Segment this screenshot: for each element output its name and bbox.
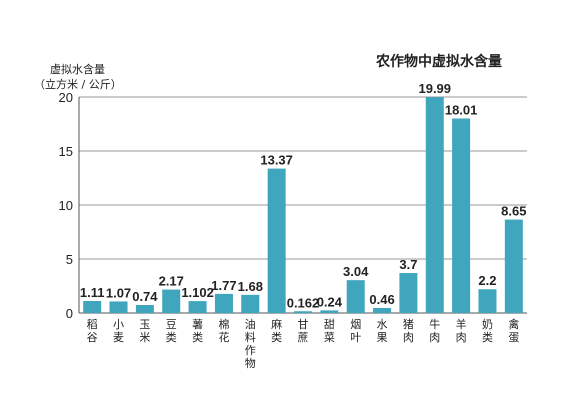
data-label: 13.37: [260, 153, 293, 168]
x-tick-label: 棉花: [218, 317, 229, 344]
bars: [83, 97, 523, 313]
bar-水果: [373, 308, 392, 313]
data-label: 18.01: [445, 102, 478, 117]
data-label: 1.11: [80, 285, 105, 300]
data-label: 19.99: [418, 81, 451, 96]
labels: 0 5 10 15 20 1.11 稻谷 1.07 小麦 0.74 玉米 2.17 豆类 1.102 薯类 1…: [59, 81, 527, 370]
x-tick-label: 禽蛋: [508, 317, 519, 344]
data-label: 1.68: [238, 279, 263, 294]
x-tick-label: 牛肉: [429, 317, 440, 344]
x-tick-label: 甘蔗: [298, 318, 309, 344]
x-tick-label: 薯类: [192, 318, 203, 344]
x-tick-label: 豆类: [166, 318, 177, 344]
data-label: 1.07: [106, 285, 131, 300]
data-label: 0.46: [369, 292, 394, 307]
bar-禽蛋: [504, 219, 523, 313]
bar-稻谷: [83, 301, 102, 313]
y-tick-label: 15: [59, 144, 73, 159]
bar-薯类: [188, 301, 207, 313]
x-tick-label: 油料作物: [245, 317, 256, 370]
data-label: 3.04: [343, 264, 369, 279]
x-tick-label: 小麦: [113, 318, 124, 344]
y-tick-label: 0: [66, 306, 73, 321]
bar-油料作物: [241, 294, 260, 313]
bar-麻类: [267, 168, 286, 313]
y-axis-unit-line2: （立方米 / 公斤）: [34, 77, 122, 91]
data-label: 1.77: [211, 278, 236, 293]
chart-title: 农作物中虚拟水含量: [375, 53, 502, 70]
bar-猪肉: [399, 273, 418, 313]
x-tick-label: 麻类: [271, 317, 282, 344]
y-tick-label: 5: [66, 252, 73, 267]
y-axis-unit-line1: 虚拟水含量: [50, 62, 105, 76]
data-label: 3.7: [399, 257, 417, 272]
x-tick-label: 玉米: [139, 318, 150, 344]
y-tick-label: 10: [59, 198, 73, 213]
bar-棉花: [214, 293, 233, 313]
bar-甜菜: [320, 310, 339, 313]
x-tick-label: 水果: [377, 318, 388, 344]
bar-牛肉: [425, 97, 444, 313]
y-tick-label: 20: [59, 90, 73, 105]
x-tick-label: 烟叶: [350, 317, 361, 344]
data-label: 0.162: [287, 295, 320, 310]
bar-小麦: [109, 301, 128, 313]
x-tick-label: 稻谷: [87, 318, 98, 344]
data-label: 0.74: [132, 289, 158, 304]
bar-羊肉: [452, 118, 471, 313]
x-tick-label: 甜菜: [324, 318, 335, 344]
x-tick-label: 奶类: [482, 317, 493, 344]
x-tick-label: 猪肉: [403, 318, 414, 344]
bar-玉米: [135, 305, 154, 313]
x-tick-label: 羊肉: [456, 317, 467, 344]
data-label: 8.65: [501, 204, 526, 219]
bar-奶类: [478, 289, 497, 313]
data-label: 2.2: [478, 273, 496, 288]
bar-豆类: [162, 289, 181, 313]
data-label: 0.24: [317, 294, 343, 309]
bar-烟叶: [346, 280, 365, 313]
data-label: 1.102: [181, 285, 214, 300]
bar-甘蔗: [294, 311, 312, 313]
data-label: 2.17: [159, 274, 184, 289]
